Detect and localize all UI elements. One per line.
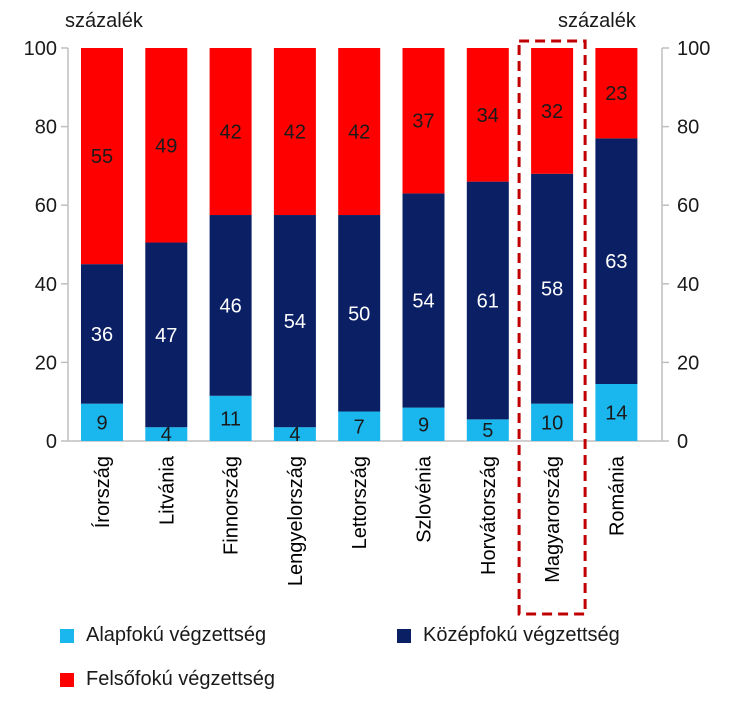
bar-segment	[81, 264, 123, 404]
data-label: 9	[96, 412, 107, 434]
legend-item-alapfoku: Alapfokú végzettség	[60, 624, 266, 647]
category-label: Írország	[91, 456, 114, 528]
bar-segment	[466, 181, 509, 420]
bar-segment	[209, 395, 252, 441]
y-tick-label-right: 60	[677, 195, 699, 217]
category-label: Finnország	[221, 456, 243, 555]
bar-segment	[338, 411, 381, 441]
category-label: Lengyelország	[285, 456, 307, 586]
category-label: Románia	[606, 455, 628, 536]
tick-labels-group: 0 0 20 20 40 40 60 60 80 80 100 100	[24, 38, 711, 453]
bar-segment	[466, 419, 509, 441]
category-label: Lettország	[349, 456, 371, 549]
category-label: Szlovénia	[414, 455, 436, 543]
data-label: 10	[541, 412, 563, 434]
data-label: 37	[412, 111, 434, 133]
legend-label-kozepfoku: Középfokú végzettség	[423, 624, 620, 646]
bar-segment	[402, 193, 445, 408]
y-tick-label-right: 100	[677, 38, 710, 60]
category-label: Horvátország	[478, 456, 500, 575]
data-labels-group: 9 36 55 4 47 49 11 46 42 4 54 42 7 50 42 9 54 37 5 61 34 10 58…	[91, 83, 628, 446]
y-tick-label-right: 80	[677, 117, 699, 139]
bar-segment	[273, 48, 316, 216]
data-label: 14	[605, 403, 627, 425]
data-label: 4	[161, 424, 172, 446]
bar-segment	[209, 215, 252, 396]
data-label: 36	[91, 324, 113, 346]
data-label: 9	[418, 414, 429, 436]
y-tick-label-left: 100	[24, 38, 57, 60]
y-tick-label-left: 60	[35, 195, 57, 217]
bar-segment	[595, 48, 638, 139]
legend-swatch-kozepfoku	[397, 628, 411, 643]
right-axis-unit-label: százalék	[558, 10, 637, 32]
bar-segment	[338, 48, 381, 216]
bar-segment	[209, 48, 252, 216]
data-label: 54	[284, 311, 306, 333]
y-tick-label-left: 20	[35, 352, 57, 374]
bar-segment	[466, 48, 509, 182]
legend-item-felsofoku: Felsőfokú végzettség	[60, 668, 275, 691]
y-tick-label-left: 0	[46, 431, 57, 453]
category-labels-group: Írország Litvánia Finnország Lengyelország L…	[91, 455, 628, 586]
category-label: Magyarország	[542, 456, 564, 583]
bar-segment	[402, 407, 445, 441]
category-label: Litvánia	[156, 455, 178, 525]
data-label: 63	[605, 251, 627, 273]
bar-segment	[595, 138, 638, 385]
data-label: 34	[477, 105, 499, 127]
data-label: 54	[412, 291, 434, 313]
y-tick-label-left: 40	[35, 274, 57, 296]
bar-segment	[402, 48, 445, 194]
legend-label-alapfoku: Alapfokú végzettség	[86, 624, 267, 646]
data-label: 49	[155, 135, 177, 157]
data-label: 58	[541, 279, 563, 301]
data-label: 11	[220, 408, 241, 430]
data-label: 42	[348, 122, 370, 144]
legend-swatch-alapfoku	[60, 628, 74, 643]
bar-segment	[145, 427, 188, 441]
data-label: 4	[289, 424, 300, 446]
bar-segment	[145, 48, 188, 243]
data-label: 5	[482, 420, 493, 442]
data-label: 61	[477, 291, 499, 313]
highlight-box	[517, 39, 587, 616]
bar-segment	[145, 242, 188, 428]
legend-label-felsofoku: Felsőfokú végzettség	[86, 668, 275, 690]
y-tick-label-right: 40	[677, 274, 699, 296]
bar-segment	[531, 48, 574, 174]
data-label: 46	[219, 295, 241, 317]
data-label: 42	[284, 122, 306, 144]
data-label: 23	[605, 83, 627, 105]
bar-segment	[531, 403, 574, 441]
legend-item-kozepfoku: Középfokú végzettség	[397, 624, 620, 647]
y-tick-label-right: 0	[677, 431, 688, 453]
y-tick-label-right: 20	[677, 352, 699, 374]
bar-segment	[81, 48, 123, 265]
bar-segment	[273, 427, 316, 441]
bar-segment	[338, 215, 381, 412]
data-label: 47	[155, 325, 177, 347]
bar-segment	[273, 215, 316, 428]
bar-segment	[531, 173, 574, 404]
bar-segment	[81, 403, 123, 441]
data-label: 7	[354, 416, 365, 438]
data-label: 32	[541, 101, 563, 123]
data-label: 42	[219, 122, 241, 144]
data-label: 55	[91, 146, 113, 168]
bars-group	[81, 48, 638, 441]
y-tick-label-left: 80	[35, 117, 57, 139]
data-label: 50	[348, 303, 370, 325]
left-axis-unit-label: százalék	[65, 10, 144, 32]
legend-swatch-felsofoku	[60, 672, 74, 687]
bar-segment	[595, 384, 638, 441]
